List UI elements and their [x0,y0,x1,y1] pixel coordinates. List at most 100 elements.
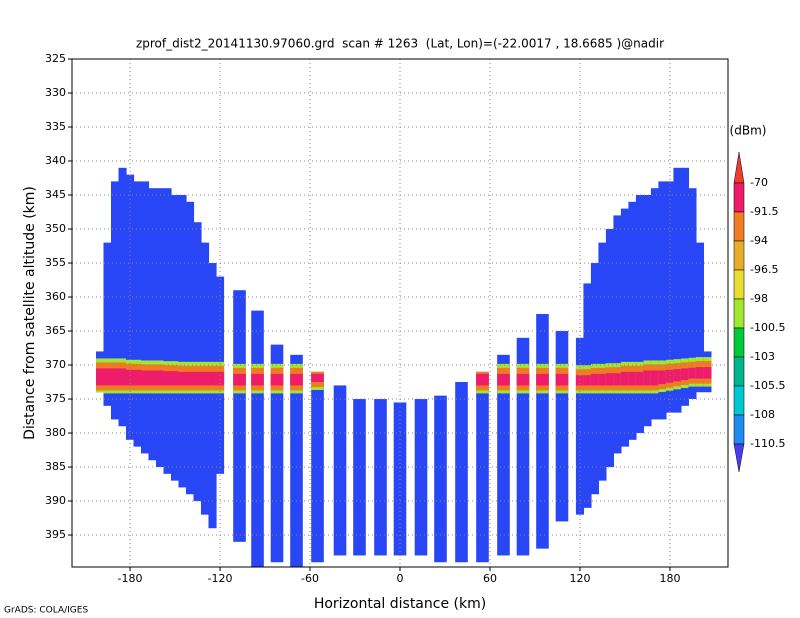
x-tick-label: -180 [118,572,143,585]
x-axis-label: Horizontal distance (km) [314,596,486,612]
bright-band [643,370,652,386]
bright-band [155,370,165,386]
chart-title: zprof_dist2_20141130.97060.grd scan # 12… [136,37,664,51]
echo-column [695,242,705,393]
y-tick-label: 380 [45,426,66,439]
bright-band [680,368,690,380]
colorbar-label: -70 [750,176,768,189]
bright-band [673,369,682,382]
y-tick-label: 375 [45,392,66,405]
colorbar-units: (dBm) [730,124,767,138]
bright-band [613,373,622,386]
bright-band [665,369,675,383]
bright-band [598,373,607,386]
echo-column [393,402,407,556]
bright-band [311,373,324,383]
echo-column [148,188,157,461]
bright-band [208,371,217,386]
y-tick-label: 330 [45,86,66,99]
echo-column [140,181,150,454]
echo-column [665,181,675,413]
echo-column [185,201,195,495]
footer: GrADS: COLA/IGES [4,606,88,616]
echo-column [251,310,264,567]
echo-column [353,399,366,556]
x-tick-label: 180 [659,572,680,585]
echo-column [598,242,607,481]
colorbar-label: -105.5 [750,379,785,392]
echo-column [118,167,127,427]
x-tick-label: 60 [483,572,497,585]
bright-band [193,371,202,386]
echo-column [658,181,667,420]
bright-band [620,371,630,386]
bright-band [583,375,592,386]
y-tick-label: 370 [45,358,66,371]
echo-column [497,354,510,556]
bright-band [516,373,530,386]
bright-band [590,373,600,386]
colorbar-bottom [733,443,745,473]
echo-column [170,195,180,481]
colorbar-label: -96.5 [750,263,778,276]
bright-band [650,370,660,386]
echo-column [650,188,660,420]
echo-column [133,181,142,447]
y-tick-label: 385 [45,460,66,473]
bright-band [170,371,180,386]
bright-band [628,371,637,386]
bright-band [200,371,210,386]
echo-column [103,242,112,406]
bright-band [233,373,246,386]
echo-column [434,395,447,563]
bright-band [103,368,112,386]
y-tick-label: 355 [45,256,66,269]
y-tick-label: 390 [45,494,66,507]
colorbar-label: -110.5 [750,437,785,450]
y-tick-label: 335 [45,120,66,133]
bright-band [110,368,120,386]
colorbar-box [733,356,745,387]
bright-band [658,370,667,385]
bright-band [148,370,157,386]
echo-column [155,188,165,468]
echo-column [628,201,637,440]
echo-column [193,222,202,502]
echo-column [536,314,549,549]
bright-band [497,373,510,386]
echo-column [680,167,690,406]
echo-column [455,382,468,563]
bright-band [703,367,712,379]
colorbar-box [733,211,745,242]
bright-band [688,367,697,379]
echo-column [613,215,622,454]
echo-column [673,167,682,413]
echo-column [583,283,592,508]
colorbar-label: -91.5 [750,205,778,218]
bright-band [635,371,645,386]
y-tick-label: 395 [45,528,66,541]
y-tick-label: 350 [45,222,66,235]
colorbar-top [733,151,745,184]
echo-column [575,337,585,515]
y-axis-label: Distance from satellite altitude (km) [22,186,38,440]
bright-band [476,373,489,386]
bright-band [118,368,127,386]
echo-column [233,290,246,542]
y-tick-label: 325 [45,52,66,65]
echo-column [311,371,324,563]
y-tick-label: 365 [45,324,66,337]
colorbar-label: -94 [750,234,768,247]
echo-column [414,399,428,556]
bright-band [215,371,225,386]
echo-column [620,208,630,447]
colorbar-box [733,269,745,300]
y-tick-label: 345 [45,188,66,201]
bright-band [536,373,549,386]
echo-column [555,331,569,522]
echo-column [208,263,217,529]
bright-band [575,375,585,386]
bright-band [555,373,569,386]
x-tick-label: 0 [397,572,404,585]
